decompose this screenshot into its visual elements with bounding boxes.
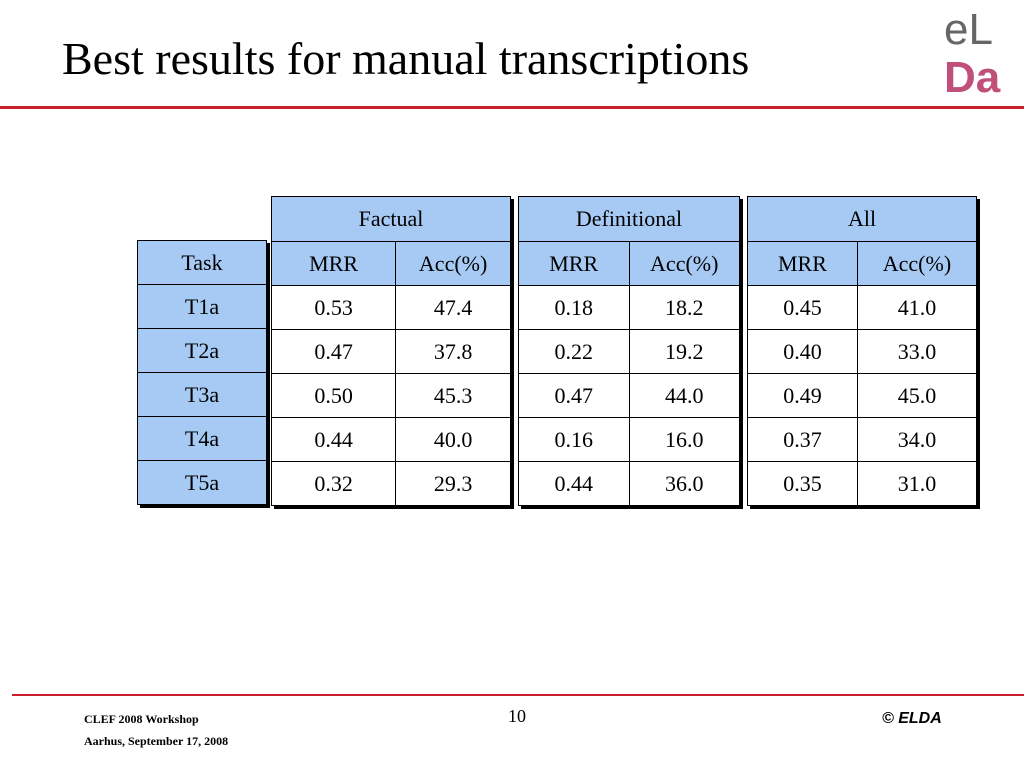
column-header-mrr: MRR xyxy=(518,241,630,286)
factual-mrr-cell: 0.32 xyxy=(270,461,397,506)
logo-line2: Da xyxy=(944,53,1001,98)
definitional-mrr-cell: 0.16 xyxy=(518,417,630,462)
page-number: 10 xyxy=(508,706,526,726)
factual-acc-cell: 37.8 xyxy=(395,329,511,374)
factual-mrr-cell: 0.44 xyxy=(270,417,397,462)
slide-title: Best results for manual transcriptions xyxy=(62,33,750,84)
all-acc-cell: 45.0 xyxy=(856,373,978,418)
copyright-notice: © ELDA xyxy=(882,710,942,727)
task-cell: T1a xyxy=(137,284,267,329)
task-cell: T3a xyxy=(137,372,267,417)
all-mrr-cell: 0.37 xyxy=(747,417,858,462)
task-cell: T2a xyxy=(137,328,267,373)
definitional-results-table: Definitional MRR Acc(%) 0.18 18.2 0.22 19.… xyxy=(518,196,740,506)
definitional-acc-cell: 19.2 xyxy=(628,329,740,374)
column-header-acc: Acc(%) xyxy=(628,241,740,286)
definitional-mrr-cell: 0.44 xyxy=(518,461,630,506)
logo-line1: eL xyxy=(944,5,993,54)
elda-logo: eL Da xyxy=(944,5,1001,98)
factual-results-table: Factual MRR Acc(%) 0.53 47.4 0.47 37.8 0.5… xyxy=(270,196,511,506)
column-header-acc: Acc(%) xyxy=(856,241,978,286)
task-column-table: Task T1a T2a T3a T4a T5a xyxy=(137,240,267,505)
all-results-table: All MRR Acc(%) 0.45 41.0 0.40 33.0 0.49 45.… xyxy=(747,196,978,506)
factual-acc-cell: 45.3 xyxy=(395,373,511,418)
definitional-mrr-cell: 0.18 xyxy=(518,285,630,330)
factual-mrr-cell: 0.47 xyxy=(270,329,397,374)
all-mrr-cell: 0.35 xyxy=(747,461,858,506)
all-acc-cell: 34.0 xyxy=(856,417,978,462)
definitional-acc-cell: 18.2 xyxy=(628,285,740,330)
definitional-mrr-cell: 0.22 xyxy=(518,329,630,374)
factual-mrr-cell: 0.53 xyxy=(270,285,397,330)
all-acc-cell: 31.0 xyxy=(856,461,978,506)
task-cell: T4a xyxy=(137,416,267,461)
column-header-mrr: MRR xyxy=(270,241,397,286)
footer-divider xyxy=(12,694,1024,696)
group-header-definitional: Definitional xyxy=(518,196,740,242)
factual-acc-cell: 40.0 xyxy=(395,417,511,462)
factual-acc-cell: 47.4 xyxy=(395,285,511,330)
factual-acc-cell: 29.3 xyxy=(395,461,511,506)
definitional-acc-cell: 36.0 xyxy=(628,461,740,506)
group-header-all: All xyxy=(747,196,977,242)
all-acc-cell: 41.0 xyxy=(856,285,978,330)
definitional-mrr-cell: 0.47 xyxy=(518,373,630,418)
all-mrr-cell: 0.49 xyxy=(747,373,858,418)
all-mrr-cell: 0.45 xyxy=(747,285,858,330)
all-acc-cell: 33.0 xyxy=(856,329,978,374)
definitional-acc-cell: 44.0 xyxy=(628,373,740,418)
footer-date: Aarhus, September 17, 2008 xyxy=(84,734,229,748)
title-divider xyxy=(0,106,1024,109)
definitional-acc-cell: 16.0 xyxy=(628,417,740,462)
task-header: Task xyxy=(137,240,267,285)
footer-event: CLEF 2008 Workshop xyxy=(84,712,199,726)
all-mrr-cell: 0.40 xyxy=(747,329,858,374)
column-header-mrr: MRR xyxy=(747,241,858,286)
task-cell: T5a xyxy=(137,460,267,505)
column-header-acc: Acc(%) xyxy=(395,241,511,286)
factual-mrr-cell: 0.50 xyxy=(270,373,397,418)
group-header-factual: Factual xyxy=(271,196,511,242)
